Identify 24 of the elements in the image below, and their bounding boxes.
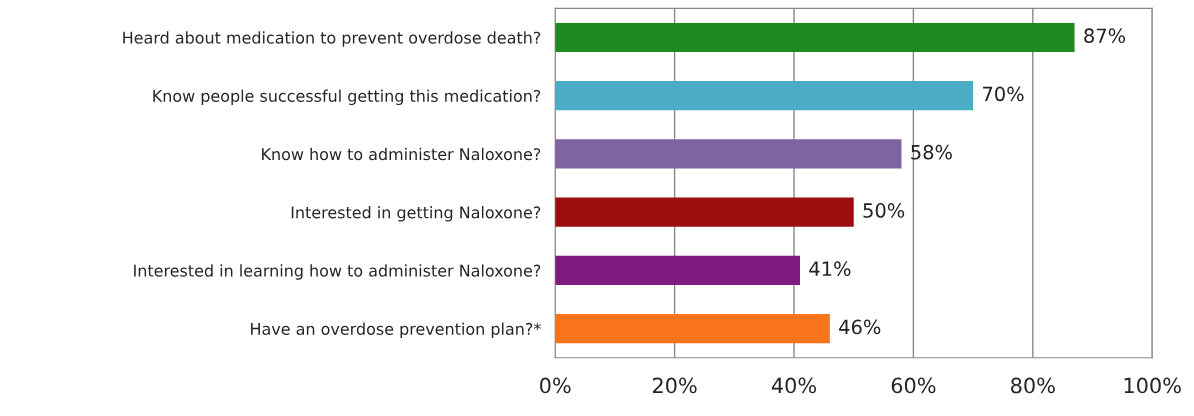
data-label: 50% <box>863 203 905 218</box>
bar <box>555 139 902 169</box>
x-tick-label: 20% <box>652 377 697 394</box>
y-tick-label: Know people successful getting this medication? <box>153 89 541 106</box>
x-tick-label: 0% <box>540 377 571 394</box>
data-label: 87% <box>1084 28 1126 44</box>
data-label: 46% <box>839 319 881 335</box>
bar <box>555 81 974 111</box>
bar <box>555 22 1075 52</box>
x-tick-label: 40% <box>771 377 817 394</box>
x-tick-label: 60% <box>891 377 936 394</box>
x-tick-label: 80% <box>1011 377 1055 394</box>
y-tick-label: Interested in getting Naloxone? <box>291 206 541 222</box>
data-label: 58% <box>911 144 952 160</box>
y-tick-label: Have an overdose prevention plan?* <box>251 322 541 339</box>
x-tick-label: 100% <box>1124 377 1181 394</box>
y-tick-label: Interested in learning how to administer Naloxone? <box>134 264 541 280</box>
data-label: 41% <box>809 261 851 277</box>
bar <box>555 314 830 344</box>
bar <box>555 255 800 285</box>
y-tick-label: Heard about medication to prevent overdose death? <box>123 31 541 47</box>
bar <box>555 197 854 227</box>
data-label: 70% <box>983 86 1024 102</box>
y-tick-label: Know how to administer Naloxone? <box>262 147 541 161</box>
